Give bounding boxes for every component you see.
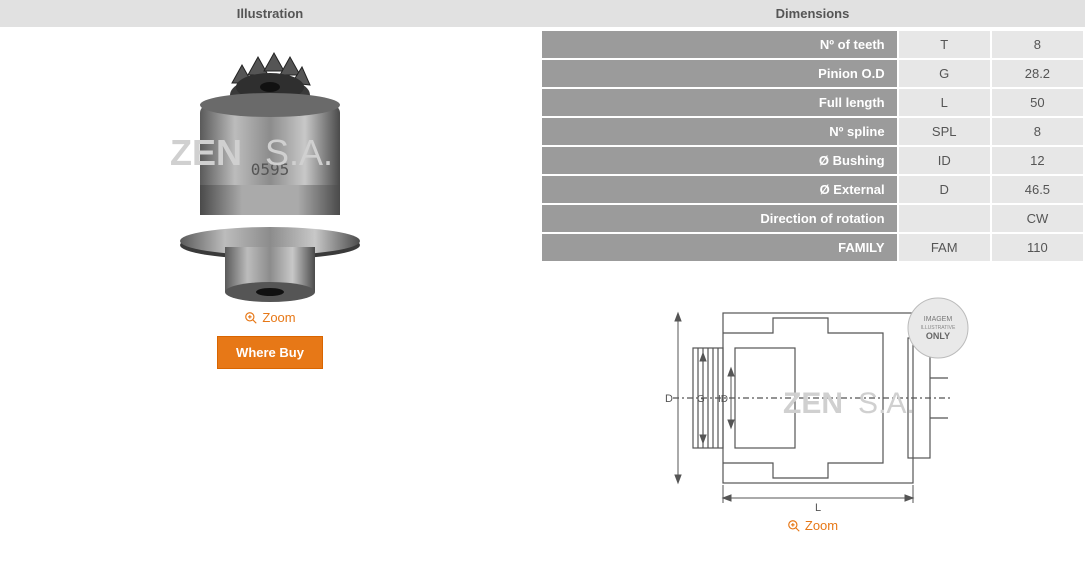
- illustration-header: Illustration: [0, 0, 540, 27]
- dim-label: Direction of rotation: [542, 205, 897, 232]
- dimensions-column: Dimensions Nº of teethT8Pinion O.DG28.2F…: [540, 0, 1085, 536]
- where-buy-button[interactable]: Where Buy: [217, 336, 323, 369]
- dim-label: Ø Bushing: [542, 147, 897, 174]
- dim-value: 8: [992, 118, 1083, 145]
- illustrative-only-badge: IMAGEM ILLUSTRATIVE ONLY: [908, 298, 968, 358]
- dim-value: 28.2: [992, 60, 1083, 87]
- illustration-wrap: 0595 ZEN S.A. Zoom Where Buy: [0, 27, 540, 369]
- dim-label: Nº spline: [542, 118, 897, 145]
- watermark-suffix: S.A.: [265, 132, 333, 173]
- dim-code: [899, 205, 990, 232]
- watermark-brand: ZEN: [170, 132, 242, 173]
- dim-code: L: [899, 89, 990, 116]
- dim-d-label: D: [665, 393, 673, 405]
- zoom-diagram-button[interactable]: Zoom: [787, 518, 838, 533]
- table-row: Ø ExternalD46.5: [542, 176, 1083, 203]
- svg-text:ONLY: ONLY: [925, 331, 949, 341]
- dim-g-label: G: [697, 394, 705, 405]
- dim-label: FAMILY: [542, 234, 897, 261]
- illustration-column: Illustration: [0, 0, 540, 536]
- table-row: Direction of rotation CW: [542, 205, 1083, 232]
- dimensions-table: Nº of teethT8Pinion O.DG28.2Full lengthL…: [540, 29, 1085, 263]
- table-row: FAMILYFAM110: [542, 234, 1083, 261]
- table-row: Nº splineSPL8: [542, 118, 1083, 145]
- dim-value: CW: [992, 205, 1083, 232]
- table-row: Ø BushingID12: [542, 147, 1083, 174]
- dim-value: 50: [992, 89, 1083, 116]
- dimensions-tbody: Nº of teethT8Pinion O.DG28.2Full lengthL…: [542, 31, 1083, 261]
- dim-code: D: [899, 176, 990, 203]
- dim-code: ID: [899, 147, 990, 174]
- svg-text:IMAGEM: IMAGEM: [923, 316, 952, 323]
- dimensions-header: Dimensions: [540, 0, 1085, 27]
- zoom-label: Zoom: [805, 518, 838, 533]
- dim-label: Nº of teeth: [542, 31, 897, 58]
- dim-value: 110: [992, 234, 1083, 261]
- dim-code: FAM: [899, 234, 990, 261]
- dim-code: G: [899, 60, 990, 87]
- diagram-watermark-brand: ZEN: [783, 387, 843, 420]
- zoom-label: Zoom: [262, 310, 295, 325]
- dim-value: 12: [992, 147, 1083, 174]
- table-row: Nº of teethT8: [542, 31, 1083, 58]
- dim-value: 46.5: [992, 176, 1083, 203]
- dim-code: T: [899, 31, 990, 58]
- dim-code: SPL: [899, 118, 990, 145]
- product-image: 0595 ZEN S.A.: [170, 35, 370, 305]
- dim-label: Ø External: [542, 176, 897, 203]
- diagram-watermark-suffix: S.A.: [858, 387, 915, 420]
- zoom-illustration-button[interactable]: Zoom: [244, 310, 295, 325]
- zoom-icon: [244, 311, 258, 325]
- dim-l-label: L: [815, 502, 821, 513]
- dim-label: Full length: [542, 89, 897, 116]
- product-detail-columns: Illustration: [0, 0, 1085, 536]
- dim-id-label: ID: [718, 394, 728, 405]
- zoom-icon: [787, 519, 801, 533]
- diagram-wrap: D G ID: [540, 293, 1085, 536]
- table-row: Pinion O.DG28.2: [542, 60, 1083, 87]
- table-row: Full lengthL50: [542, 89, 1083, 116]
- dim-label: Pinion O.D: [542, 60, 897, 87]
- dim-value: 8: [992, 31, 1083, 58]
- technical-diagram: D G ID: [653, 293, 973, 513]
